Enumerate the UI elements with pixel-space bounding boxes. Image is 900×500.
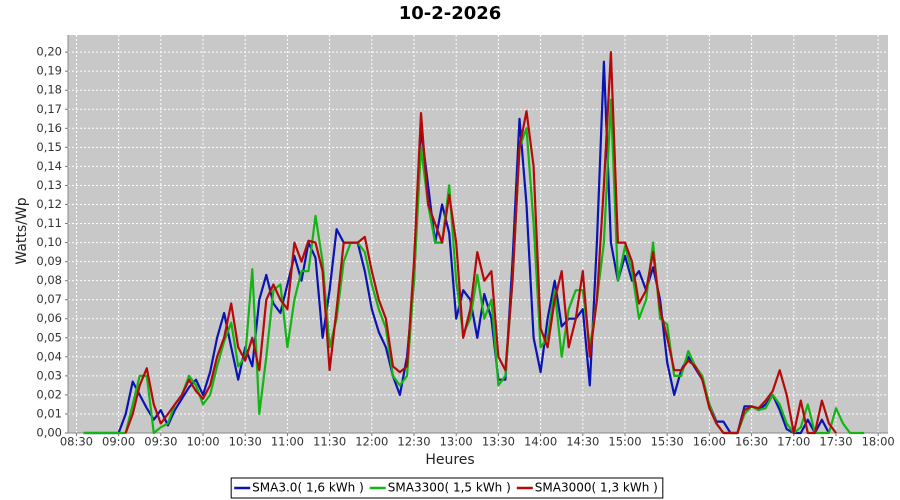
x-axis-title: Heures	[425, 452, 474, 468]
y-tick-label: 0,13	[36, 178, 62, 192]
x-tick-label: 16:00	[693, 435, 726, 449]
legend-label: SMA3000( 1,3 kWh )	[535, 481, 658, 495]
x-tick-label: 11:00	[271, 435, 304, 449]
y-tick-label: 0,00	[36, 426, 62, 440]
x-tick-label: 14:00	[524, 435, 557, 449]
legend-label: SMA3.0( 1,6 kWh )	[252, 481, 364, 495]
legend-label: SMA3300( 1,5 kWh )	[388, 481, 511, 495]
x-tick-label: 13:30	[482, 435, 515, 449]
y-tick-label: 0,03	[36, 368, 62, 382]
legend: SMA3.0( 1,6 kWh ) SMA3300( 1,5 kWh ) SMA30…	[230, 477, 664, 499]
x-tick-label: 15:00	[608, 435, 641, 449]
y-tick-label: 0,20	[36, 45, 62, 59]
legend-box	[230, 477, 664, 499]
plot-area	[68, 35, 888, 433]
y-tick-label: 0,10	[36, 235, 62, 249]
x-tick-label: 17:30	[819, 435, 852, 449]
y-tick-label: 0,01	[36, 406, 62, 420]
x-tick-label: 14:30	[566, 435, 599, 449]
x-tick-label: 09:30	[144, 435, 177, 449]
x-tick-label: 18:00	[862, 435, 895, 449]
chart-title: 10-2-2026	[399, 3, 502, 24]
x-tick-label: 13:00	[440, 435, 473, 449]
x-tick-label: 09:00	[102, 435, 135, 449]
y-tick-label: 0,12	[36, 197, 62, 211]
y-tick-label: 0,14	[36, 159, 62, 173]
x-tick-label: 17:00	[777, 435, 810, 449]
y-tick-label: 0,17	[36, 102, 62, 116]
x-tick-label: 16:30	[735, 435, 768, 449]
x-tick-label: 12:00	[355, 435, 388, 449]
x-tick-label: 10:00	[186, 435, 219, 449]
y-tick-label: 0,11	[36, 216, 62, 230]
x-tick-label: 12:30	[397, 435, 430, 449]
y-tick-label: 0,16	[36, 121, 62, 135]
y-tick-label: 0,04	[36, 349, 62, 363]
y-tick-label: 0,08	[36, 273, 62, 287]
y-tick-label: 0,19	[36, 64, 62, 78]
y-tick-label: 0,02	[36, 387, 62, 401]
y-tick-label: 0,06	[36, 311, 62, 325]
y-tick-label: 0,05	[36, 330, 62, 344]
x-tick-label: 08:30	[60, 435, 93, 449]
y-tick-label: 0,09	[36, 254, 62, 268]
y-tick-label: 0,18	[36, 83, 62, 97]
x-tick-label: 15:30	[651, 435, 684, 449]
series-line	[124, 51, 837, 435]
x-tick-label: 10:30	[229, 435, 262, 449]
y-tick-label: 0,07	[36, 292, 62, 306]
x-tick-label: 11:30	[313, 435, 346, 449]
y-axis-title: Watts/Wp	[14, 197, 30, 264]
y-tick-label: 0,15	[36, 140, 62, 154]
